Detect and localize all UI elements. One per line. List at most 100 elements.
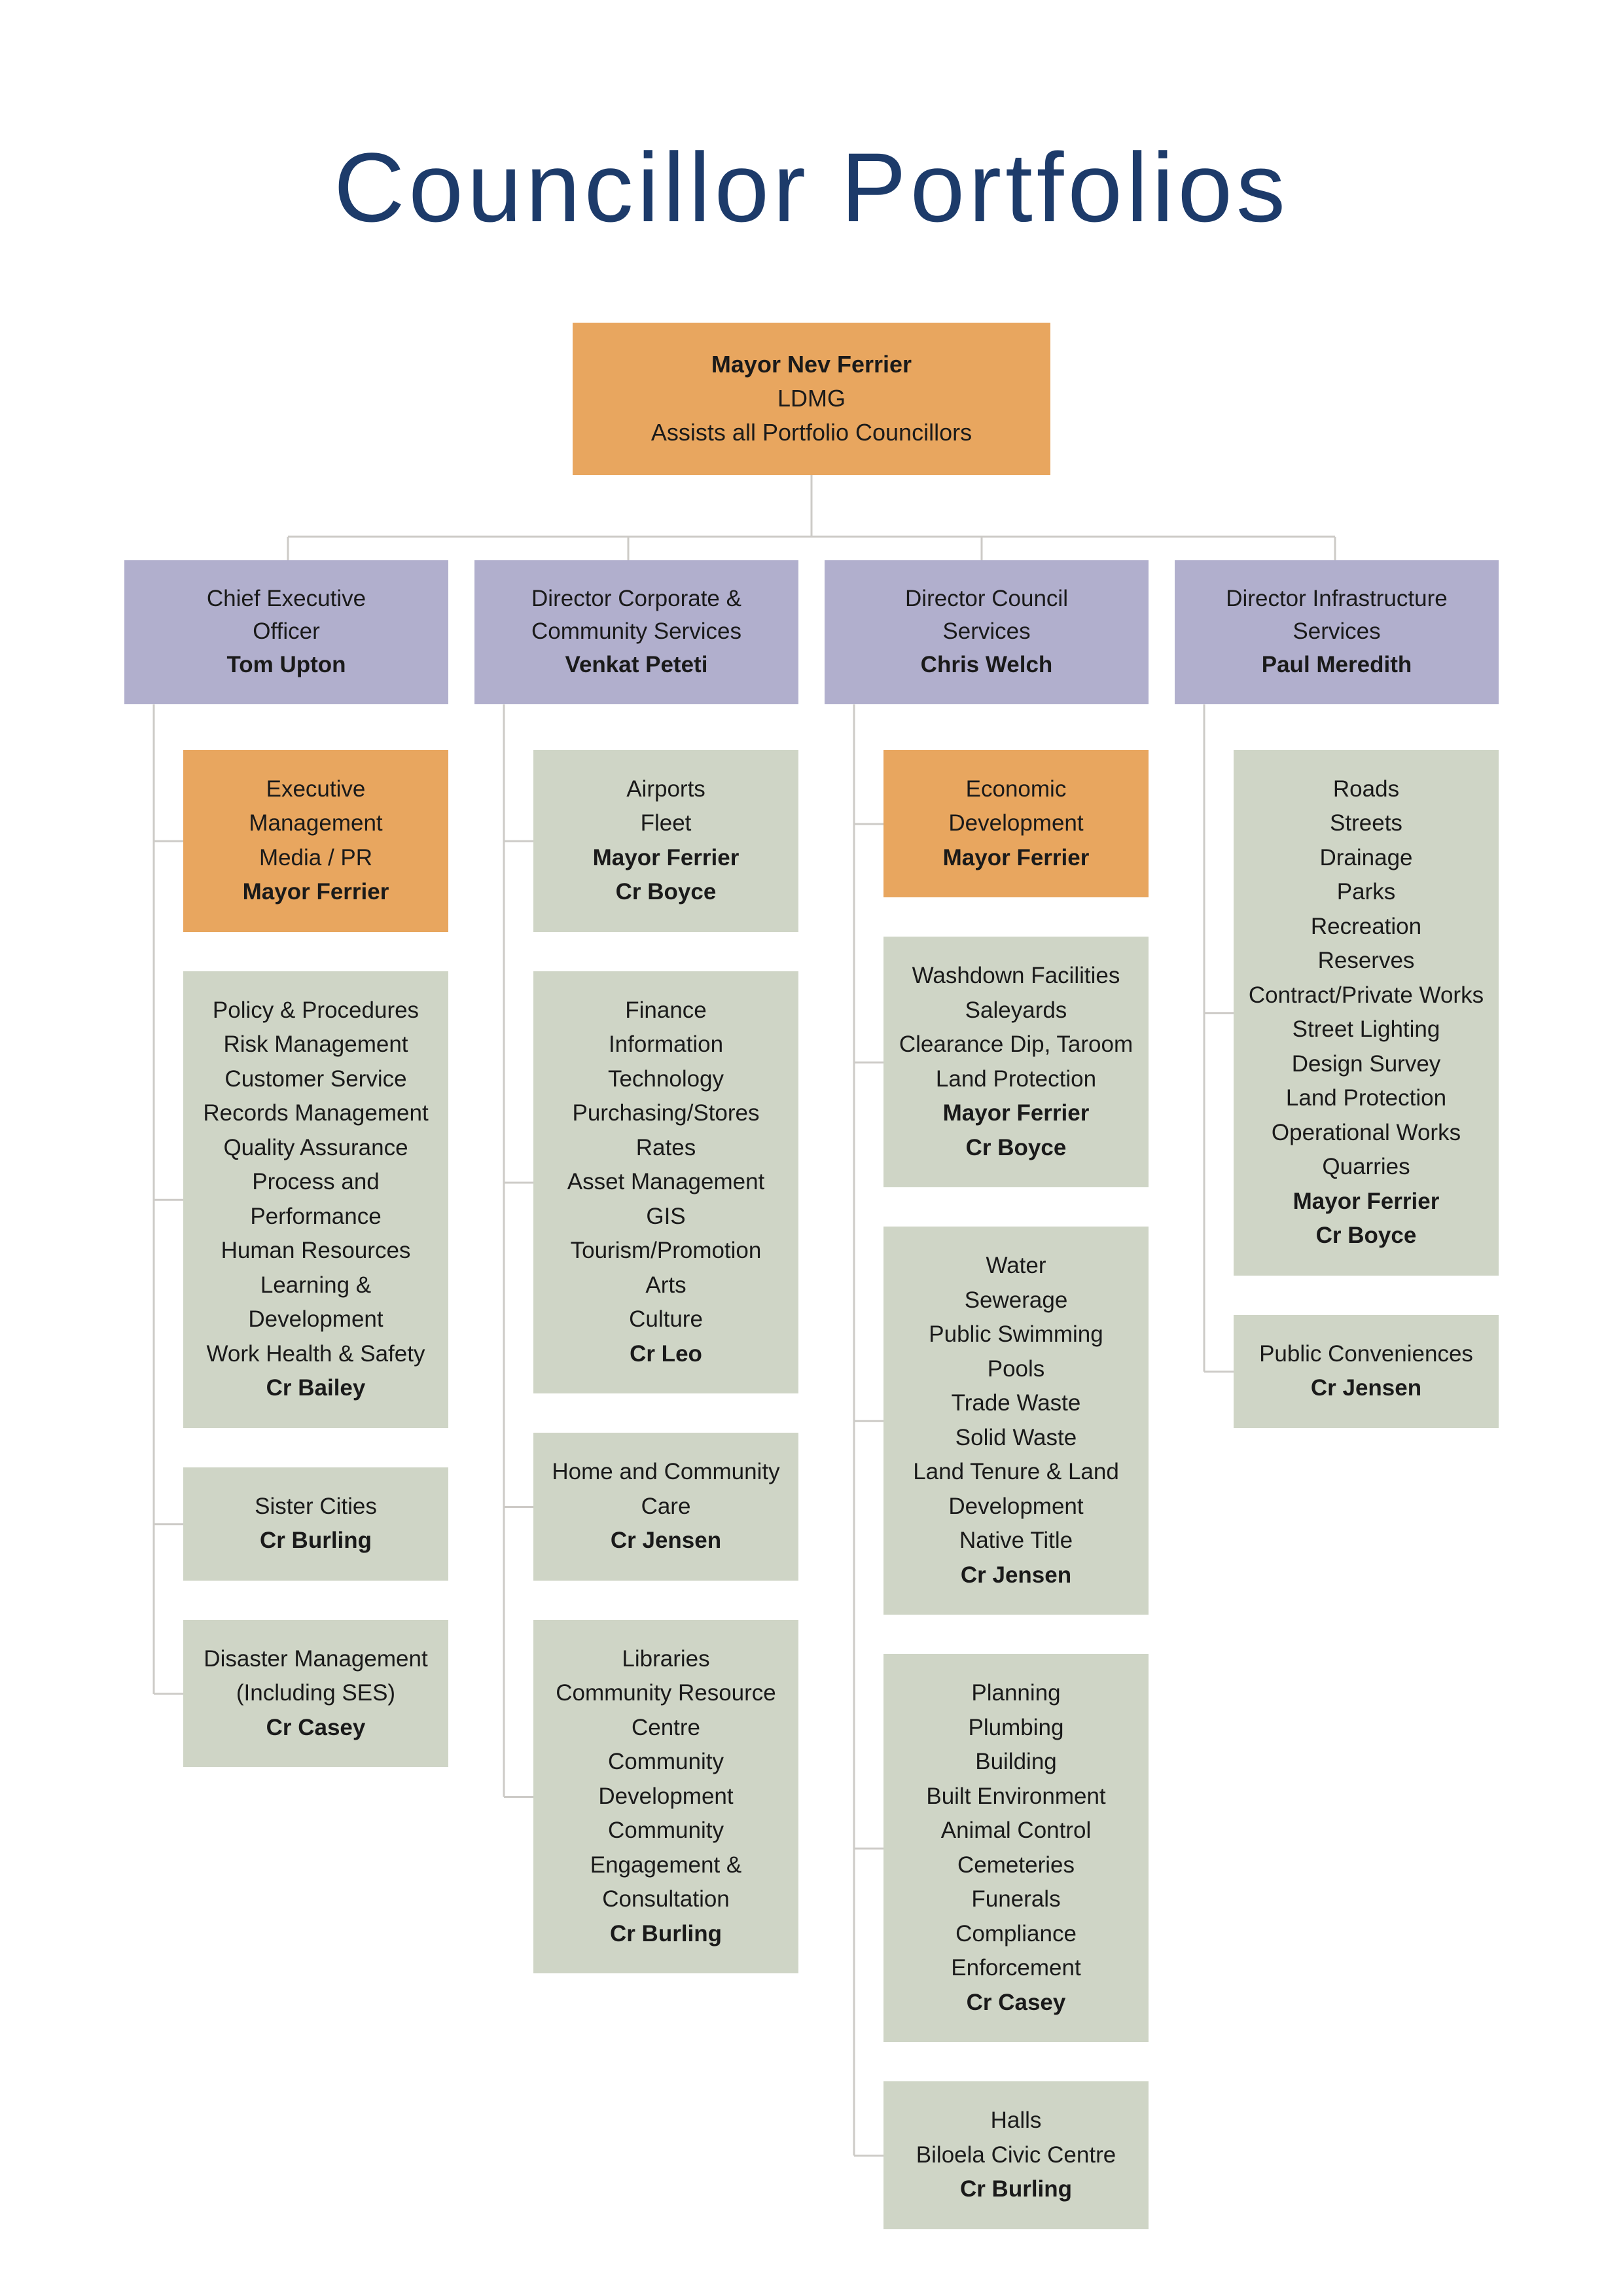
portfolio-item: Policy & Procedures [198,994,434,1028]
portfolio-card: Public ConveniencesCr Jensen [1234,1315,1499,1428]
portfolio-card: WaterSeweragePublic Swimming PoolsTrade … [883,1227,1149,1615]
director-title-line: Chief Executive [135,583,438,616]
portfolio-item: Land Tenure & Land Development [898,1455,1134,1524]
councillor-name: Cr Bailey [198,1371,434,1406]
director-title-line: Director Corporate & [485,583,788,616]
director-name: Paul Meredith [1185,649,1488,682]
portfolio-item: Asset Management [548,1165,784,1200]
mayor-name: Mayor Nev Ferrier [586,348,1037,382]
director-title-line: Services [835,615,1138,649]
portfolio-card: Home and Community CareCr Jensen [533,1433,798,1581]
portfolio-item: Saleyards [898,994,1134,1028]
portfolio-item: Roads [1248,772,1484,807]
councillor-name: Cr Casey [198,1711,434,1746]
portfolio-item: Operational Works [1248,1116,1484,1151]
portfolio-item: Cemeteries [898,1848,1134,1883]
portfolio-item: Reserves [1248,944,1484,978]
director-name: Tom Upton [135,649,438,682]
portfolio-item: Human Resources [198,1234,434,1268]
mayor-line-2: LDMG [586,382,1037,416]
councillor-name: Cr Jensen [898,1558,1134,1593]
portfolio-item: Sewerage [898,1283,1134,1318]
councillor-name: Cr Burling [548,1917,784,1952]
portfolio-item: Libraries [548,1642,784,1677]
councillor-name: Mayor Ferrier [898,841,1134,876]
director-box: Director Corporate &Community ServicesVe… [474,560,798,704]
portfolio-card: Disaster Management (Including SES)Cr Ca… [183,1620,448,1768]
portfolio-item: Executive Management [198,772,434,841]
portfolio-item: Funerals [898,1882,1134,1917]
portfolio-item: Animal Control [898,1814,1134,1848]
portfolio-item: Records Management [198,1096,434,1131]
director-title-line: Services [1185,615,1488,649]
councillor-name: Cr Boyce [1248,1219,1484,1253]
director-title-line: Director Council [835,583,1138,616]
portfolio-item: Washdown Facilities [898,959,1134,994]
portfolio-item: Community Engagement & Consultation [548,1814,784,1917]
portfolio-item: Economic Development [898,772,1134,841]
portfolio-item: Biloela Civic Centre [898,2138,1134,2173]
portfolio-item: Land Protection [898,1062,1134,1097]
portfolio-item: Quarries [1248,1150,1484,1185]
portfolio-item: Clearance Dip, Taroom [898,1028,1134,1062]
director-box: Chief ExecutiveOfficerTom Upton [124,560,448,704]
portfolio-item: Process and Performance [198,1165,434,1234]
org-column: Director CouncilServicesChris Welch Econo… [825,560,1149,2269]
director-title-line: Community Services [485,615,788,649]
portfolio-card: LibrariesCommunity Resource CentreCommun… [533,1620,798,1974]
portfolio-card: Economic DevelopmentMayor Ferrier [883,750,1149,898]
card-list: Economic DevelopmentMayor FerrierWashdow… [825,750,1149,2229]
portfolio-item: Learning & Development [198,1268,434,1337]
portfolio-card: Executive ManagementMedia / PRMayor Ferr… [183,750,448,932]
portfolio-card: HallsBiloela Civic CentreCr Burling [883,2081,1149,2229]
councillor-name: Cr Leo [548,1337,784,1372]
portfolio-item: Public Swimming Pools [898,1318,1134,1386]
portfolio-item: Building [898,1745,1134,1780]
org-column: Director InfrastructureServicesPaul Mere… [1175,560,1499,2269]
portfolio-card: PlanningPlumbingBuildingBuilt Environmen… [883,1654,1149,2042]
director-box: Director CouncilServicesChris Welch [825,560,1149,704]
card-list: Executive ManagementMedia / PRMayor Ferr… [124,750,448,1768]
portfolio-item: GIS [548,1200,784,1234]
portfolio-item: Recreation [1248,910,1484,944]
portfolio-item: Native Title [898,1524,1134,1558]
councillor-name: Cr Boyce [548,875,784,910]
councillor-name: Cr Boyce [898,1131,1134,1166]
councillor-name: Cr Jensen [1248,1371,1484,1406]
page-title: Councillor Portfolios [124,131,1499,244]
portfolio-item: Drainage [1248,841,1484,876]
portfolio-item: Parks [1248,875,1484,910]
card-list: AirportsFleetMayor FerrierCr BoyceFinanc… [474,750,798,1974]
portfolio-item: Purchasing/Stores [548,1096,784,1131]
portfolio-item: Home and Community Care [548,1455,784,1524]
portfolio-item: Fleet [548,806,784,841]
councillor-name: Cr Casey [898,1986,1134,2020]
portfolio-item: Arts [548,1268,784,1303]
portfolio-item: Media / PR [198,841,434,876]
councillor-name: Mayor Ferrier [548,841,784,876]
portfolio-item: Finance [548,994,784,1028]
director-name: Venkat Peteti [485,649,788,682]
portfolio-item: Customer Service [198,1062,434,1097]
portfolio-item: Tourism/Promotion [548,1234,784,1268]
mayor-box: Mayor Nev Ferrier LDMG Assists all Portf… [573,323,1050,475]
portfolio-card: RoadsStreetsDrainageParksRecreationReser… [1234,750,1499,1276]
portfolio-item: Land Protection [1248,1081,1484,1116]
director-box: Director InfrastructureServicesPaul Mere… [1175,560,1499,704]
portfolio-item: Planning [898,1676,1134,1711]
portfolio-item: Trade Waste [898,1386,1134,1421]
portfolio-item: Water [898,1249,1134,1283]
portfolio-item: Work Health & Safety [198,1337,434,1372]
org-column: Director Corporate &Community ServicesVe… [474,560,798,2269]
portfolio-item: Risk Management [198,1028,434,1062]
portfolio-item: Halls [898,2104,1134,2138]
councillor-name: Cr Jensen [548,1524,784,1558]
portfolio-item: Sister Cities [198,1490,434,1524]
portfolio-item: Quality Assurance [198,1131,434,1166]
portfolio-item: Public Conveniences [1248,1337,1484,1372]
director-title-line: Officer [135,615,438,649]
director-title-line: Director Infrastructure [1185,583,1488,616]
councillor-name: Cr Burling [198,1524,434,1558]
councillor-name: Mayor Ferrier [1248,1185,1484,1219]
councillor-name: Mayor Ferrier [898,1096,1134,1131]
